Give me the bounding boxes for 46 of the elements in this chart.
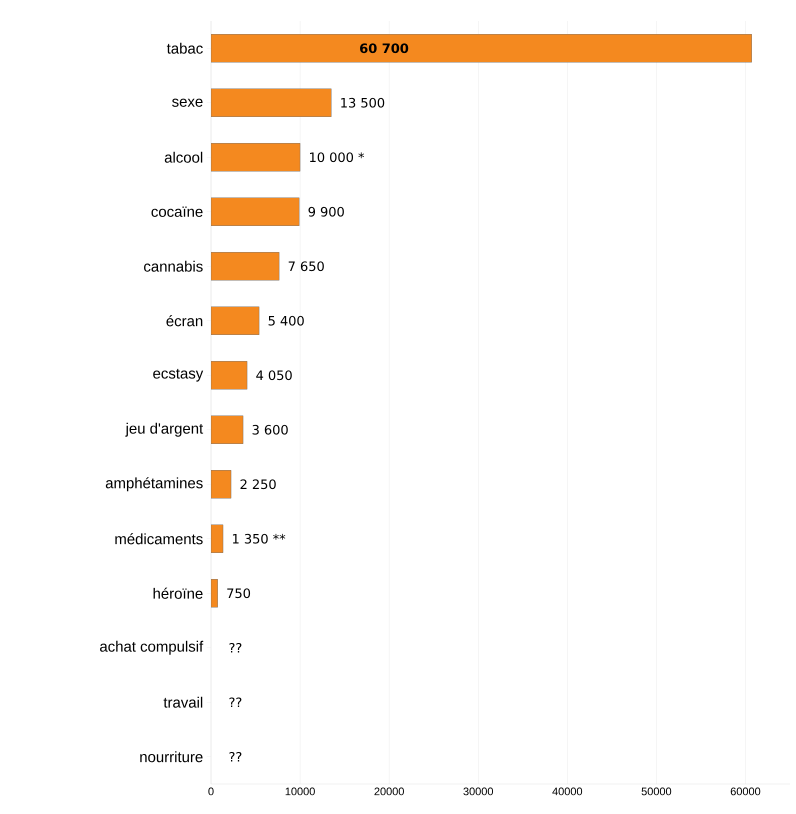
bar xyxy=(211,88,332,117)
y-tick-label: nourriture xyxy=(140,751,203,762)
y-tick-label: sexe xyxy=(172,98,203,107)
x-tick-label: 60000 xyxy=(730,788,760,796)
bar xyxy=(211,34,752,62)
bar xyxy=(211,252,280,280)
y-tick-label: médicaments xyxy=(115,533,203,544)
x-tick-label: 50000 xyxy=(642,788,672,796)
data-label: 7 650 xyxy=(288,261,324,272)
bar xyxy=(211,470,232,498)
bar xyxy=(211,579,218,608)
data-label: 1 350 ** xyxy=(232,534,286,544)
bar xyxy=(211,361,248,390)
y-tick-label: héroïne xyxy=(154,588,203,599)
x-tick-label: 20000 xyxy=(374,788,404,796)
y-tick-label: cocaïne xyxy=(152,206,203,217)
y-tick-label: achat compulsif xyxy=(100,640,204,655)
text: ?? xyxy=(229,642,242,653)
text: ?? xyxy=(229,752,242,762)
y-tick-label: travail xyxy=(164,696,202,708)
bar xyxy=(211,143,300,172)
text: ?? xyxy=(229,697,242,708)
y-tick-label: ecstasy xyxy=(153,368,204,382)
bar xyxy=(211,198,300,226)
data-label: 4 050 xyxy=(256,370,292,380)
bar xyxy=(211,306,260,335)
x-tick-label: 0 xyxy=(208,788,214,796)
y-tick-label: jeu d'argent xyxy=(125,422,204,437)
data-label: 2 250 xyxy=(240,479,276,490)
data-label: 9 900 xyxy=(308,206,344,217)
data-label: 60 700 xyxy=(360,43,408,54)
y-tick-label: amphétamines xyxy=(106,477,203,492)
bar xyxy=(211,416,244,444)
y-tick-label: tabac xyxy=(166,42,203,54)
y-tick-label: écran xyxy=(166,315,202,326)
x-tick-label: 10000 xyxy=(286,788,315,796)
y-tick-label: cannabis xyxy=(144,260,203,272)
data-label: 13 500 xyxy=(341,98,384,108)
bar xyxy=(211,524,224,553)
x-tick-label: 30000 xyxy=(463,788,494,796)
data-label: 5 400 xyxy=(268,316,304,326)
data-label: 10 000 * xyxy=(310,152,364,162)
x-tick-label: 40000 xyxy=(552,788,582,796)
y-tick-label: alcool xyxy=(164,152,202,163)
data-label: 3 600 xyxy=(252,424,288,435)
data-label: 750 xyxy=(227,588,250,598)
